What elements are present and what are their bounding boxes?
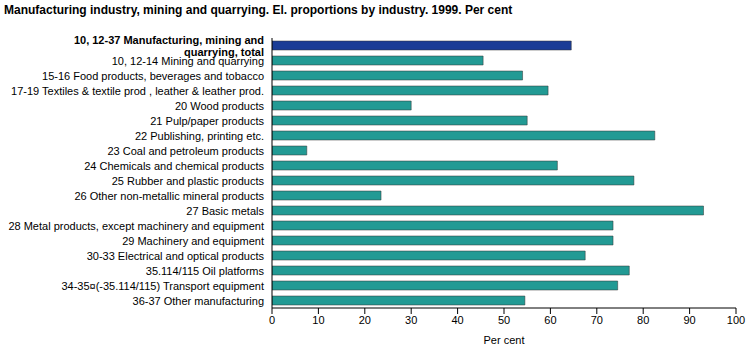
svg-text:22 Publishing, printing etc.: 22 Publishing, printing etc. [135, 130, 264, 142]
svg-text:28 Metal products, except mach: 28 Metal products, except machinery and … [8, 220, 264, 232]
svg-text:24 Chemicals and chemical prod: 24 Chemicals and chemical products [84, 160, 264, 172]
svg-text:27 Basic metals: 27 Basic metals [186, 205, 264, 217]
svg-text:17-19 Textiles & textile prod: 17-19 Textiles & textile prod , leather … [11, 85, 264, 97]
svg-text:23 Coal and petroleum products: 23 Coal and petroleum products [107, 145, 264, 157]
svg-text:35.114/115 Oil platforms: 35.114/115 Oil platforms [146, 265, 265, 277]
svg-text:21 Pulp/paper products: 21 Pulp/paper products [150, 115, 264, 127]
svg-text:29 Machinery and equipment: 29 Machinery and equipment [122, 235, 264, 247]
svg-text:20: 20 [359, 314, 371, 326]
svg-text:34-35¤(-35.114/115) Transport: 34-35¤(-35.114/115) Transport equipment [61, 280, 264, 292]
svg-text:0: 0 [269, 314, 275, 326]
svg-text:25 Rubber and plastic products: 25 Rubber and plastic products [112, 175, 265, 187]
svg-text:10, 12-14 Mining and quarrying: 10, 12-14 Mining and quarrying [112, 55, 264, 67]
svg-text:30: 30 [405, 314, 417, 326]
svg-text:20 Wood products: 20 Wood products [175, 100, 265, 112]
svg-text:90: 90 [683, 314, 695, 326]
svg-text:36-37 Other manufacturing: 36-37 Other manufacturing [133, 295, 264, 307]
svg-text:50: 50 [498, 314, 510, 326]
svg-text:10: 10 [312, 314, 324, 326]
svg-text:26 Other non-metallic mineral: 26 Other non-metallic mineral products [74, 190, 264, 202]
svg-text:40: 40 [451, 314, 463, 326]
svg-text:60: 60 [544, 314, 556, 326]
svg-text:Per cent: Per cent [484, 334, 525, 346]
html-text:Manufacturing industry, mining: Manufacturing industry, mining and quarr… [4, 3, 513, 17]
svg-text:80: 80 [637, 314, 649, 326]
svg-text:100: 100 [727, 314, 738, 326]
svg-text:15-16 Food products, beverages: 15-16 Food products, beverages and tobac… [42, 70, 264, 82]
svg-text:30-33 Electrical and optical p: 30-33 Electrical and optical products [87, 250, 265, 262]
svg-text:70: 70 [591, 314, 603, 326]
html-text:10, 12-37 Manufacturing, minin: 10, 12-37 Manufacturing, mining and [73, 33, 264, 46]
html-text:quarrying, total: quarrying, total [183, 45, 264, 58]
